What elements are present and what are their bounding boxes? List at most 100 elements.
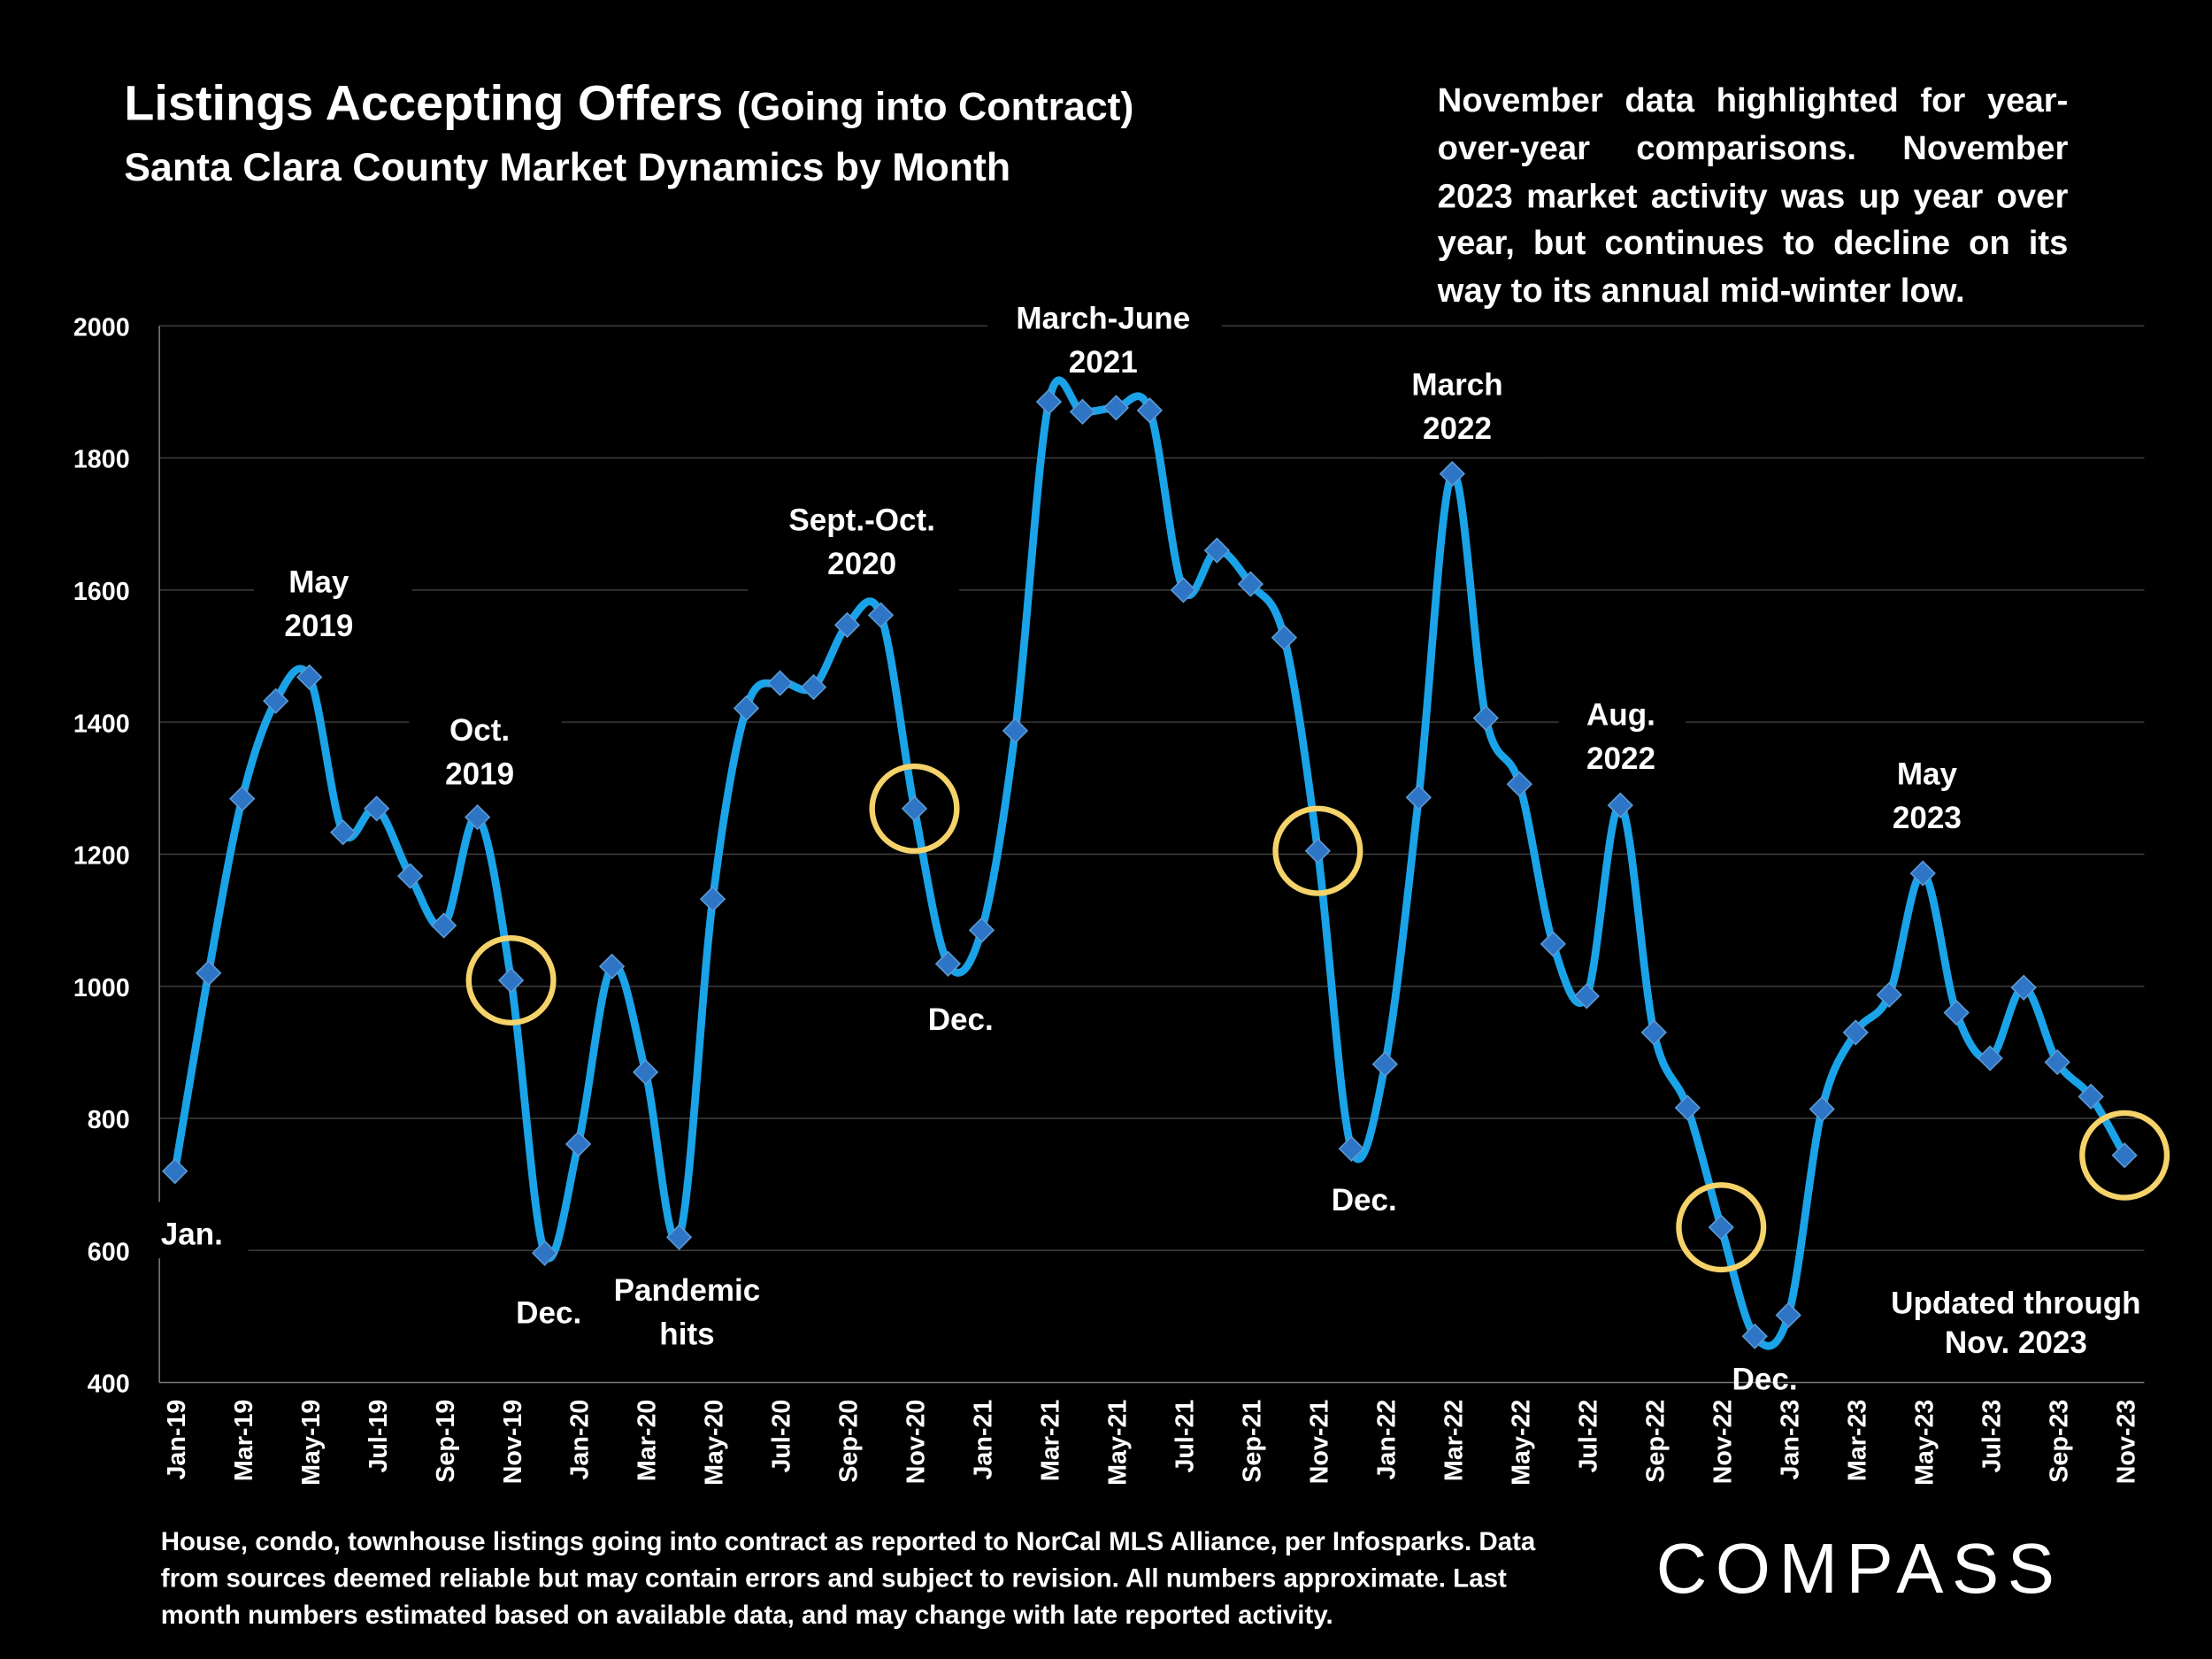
data-point-marker-Aug-23	[2010, 974, 2037, 1001]
november-highlights	[465, 763, 2170, 1273]
data-point-marker-Aug-22	[1607, 792, 1633, 818]
data-point-marker-Apr-23	[1876, 981, 1902, 1009]
x-tick-label: May-21	[1104, 1400, 1133, 1486]
data-point-marker-Jul-21	[1170, 577, 1197, 603]
annotation-aug-2022: Aug. 2022	[1586, 698, 1655, 776]
data-point-marker-Jun-20	[733, 695, 760, 722]
highlight-circle-Nov-20	[869, 763, 960, 854]
data-point-marker-Aug-20	[800, 673, 827, 701]
data-point-marker-Nov-20	[901, 795, 928, 822]
data-point-marker-Dec-22	[1741, 1323, 1768, 1349]
data-point-marker-Nov-23	[2111, 1142, 2138, 1169]
note-text: November data highlighted for year-over-…	[1437, 81, 2069, 311]
data-point-marker-Nov-19	[497, 967, 525, 994]
x-tick-label: Nov-20	[902, 1400, 931, 1485]
x-tick-label: Nov-21	[1306, 1400, 1334, 1485]
data-point-marker-Jun-22	[1540, 931, 1566, 957]
data-point-marker-Jul-22	[1573, 983, 1600, 1010]
data-point-marker-May-23	[1909, 860, 1936, 887]
chart-subtitle: Santa Clara County Market Dynamics by Mo…	[124, 146, 1010, 189]
x-tick-label: Mar-21	[1037, 1400, 1065, 1482]
y-tick-label: 400	[88, 1371, 130, 1399]
y-tick-label: 1200	[73, 842, 130, 871]
data-point-marker-Sep-23	[2044, 1048, 2070, 1076]
annotation-dec-2020: Dec.	[928, 1002, 994, 1037]
highlight-circle-Nov-19	[465, 934, 557, 1025]
data-point-marker-Oct-21	[1271, 624, 1298, 651]
data-point-marker-Jul-20	[766, 670, 794, 696]
x-tick-label: Nov-22	[1709, 1400, 1737, 1485]
data-point-marker-Oct-19	[464, 803, 491, 831]
x-tick-label: Sep-19	[432, 1400, 460, 1483]
x-tick-label: Mar-22	[1440, 1400, 1469, 1481]
annotation-may-2023: May 2023	[1893, 757, 1962, 834]
x-tick-label: Mar-23	[1843, 1400, 1871, 1481]
x-tick-label: May-22	[1507, 1400, 1535, 1486]
annotation-may-2019: May 2019	[284, 565, 353, 643]
data-point-marker-Dec-21	[1338, 1135, 1365, 1162]
x-tick-label: Sep-23	[2045, 1400, 2073, 1483]
data-point-marker-Sep-22	[1640, 1019, 1667, 1046]
data-point-marker-Oct-22	[1674, 1094, 1701, 1121]
x-tick-label: Jul-22	[1574, 1400, 1602, 1473]
y-tick-label: 1600	[73, 578, 130, 606]
x-tick-label: Sep-22	[1641, 1400, 1670, 1483]
data-point-marker-Jul-19	[363, 795, 390, 822]
chart-title: Listings Accepting Offers (Going into Co…	[124, 75, 1133, 131]
data-point-marker-Jun-19	[329, 819, 357, 846]
annotation-oct-2019: Oct. 2019	[445, 713, 514, 791]
annotation-march-2022: March 2022	[1411, 367, 1502, 445]
data-point-marker-Mar-20	[632, 1059, 659, 1086]
data-point-marker-Apr-19	[263, 687, 289, 714]
data-point-marker-Jan-19	[162, 1158, 188, 1185]
data-point-marker-Sep-21	[1237, 571, 1264, 597]
annotation-jan: Jan.	[161, 1217, 223, 1251]
y-tick-label: 600	[88, 1238, 130, 1266]
data-point-marker-Feb-21	[1002, 718, 1029, 744]
y-tick-label: 1400	[73, 710, 130, 738]
data-point-marker-May-21	[1102, 395, 1130, 421]
annotation-sept-oct-2020: Sept.-Oct. 2020	[788, 503, 935, 580]
x-tick-label: Jan-19	[163, 1400, 191, 1480]
highlight-circle-Nov-22	[1676, 1182, 1767, 1273]
x-tick-label: Jul-23	[1978, 1400, 2006, 1473]
data-point-marker-Oct-20	[867, 602, 895, 628]
data-point-marker-Jan-21	[968, 917, 995, 943]
footer-line-2: from sources deemed reliable but may con…	[161, 1564, 1507, 1594]
data-point-marker-Sep-20	[833, 611, 861, 639]
x-tick-label: Mar-20	[634, 1400, 662, 1481]
x-tick-label: May-20	[701, 1400, 729, 1486]
annotation-pandemic: Pandemic hits	[614, 1273, 761, 1351]
x-tick-label: May-23	[1910, 1400, 1939, 1486]
data-point-marker-Nov-22	[1708, 1214, 1734, 1240]
annotation-march-june-2021: March-June 2021	[1016, 301, 1190, 379]
annotation-dec-2022: Dec.	[1732, 1362, 1798, 1396]
data-point-marker-Apr-20	[665, 1224, 693, 1250]
data-point-marker-Feb-20	[598, 953, 626, 979]
data-point-marker-Mar-19	[229, 786, 256, 812]
data-point-marker-Jul-23	[1977, 1045, 2003, 1071]
y-tick-label: 2000	[73, 313, 130, 342]
y-tick-labels: 400 600 800 1000 1200 1400 1600 1800 2000	[73, 313, 130, 1398]
x-tick-label: Sep-21	[1239, 1400, 1267, 1483]
footer-line-1: House, condo, townhouse listings going i…	[161, 1527, 1536, 1556]
data-point-marker-Apr-21	[1069, 398, 1096, 425]
x-tick-label: Nov-19	[499, 1400, 527, 1485]
data-point-marker-Mar-22	[1439, 460, 1465, 488]
annotation-dec-2021: Dec.	[1332, 1183, 1397, 1217]
x-tick-label: Mar-19	[230, 1400, 258, 1481]
x-tick-label: Jan-23	[1776, 1400, 1804, 1480]
compass-logo: COMPASS	[1656, 1529, 2063, 1608]
data-point-marker-Dec-19	[531, 1240, 558, 1266]
data-point-marker-Oct-23	[2078, 1083, 2104, 1110]
data-point-marker-Dec-20	[934, 950, 962, 977]
x-tick-label: Sep-20	[835, 1400, 864, 1483]
highlight-circle-Nov-23	[2079, 1110, 2170, 1201]
data-markers	[162, 388, 2138, 1349]
data-point-marker-Feb-22	[1405, 784, 1432, 810]
data-point-marker-Apr-22	[1472, 704, 1499, 732]
data-point-marker-Jun-23	[1943, 999, 1970, 1026]
x-tick-labels: Jan-19 Mar-19 May-19 Jul-19 Sep-19 Nov-19 Jan-…	[163, 1400, 2140, 1486]
x-tick-label: May-19	[297, 1400, 326, 1486]
